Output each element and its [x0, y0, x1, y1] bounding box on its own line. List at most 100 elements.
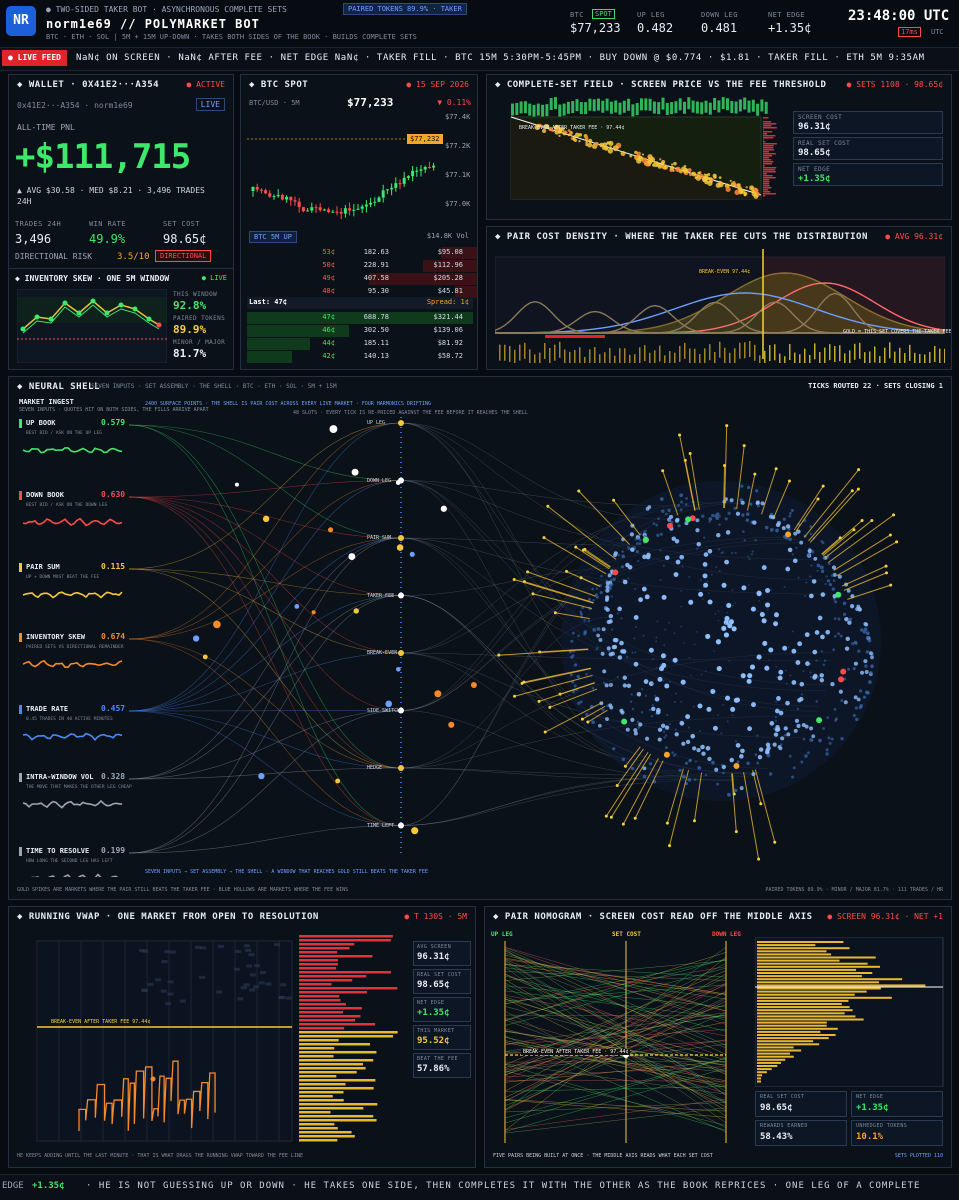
surface-point	[720, 551, 723, 555]
hist-bar	[299, 1063, 363, 1066]
skew-stat-value: 89.9%	[173, 323, 207, 336]
hist-bar	[299, 951, 338, 954]
surface-point	[784, 669, 787, 672]
grid-cell	[164, 950, 171, 954]
link	[128, 496, 402, 596]
spike-tip	[537, 699, 541, 703]
surface-point	[765, 750, 770, 754]
input-marker	[19, 705, 22, 714]
set-dot	[743, 194, 747, 197]
surface-point	[826, 579, 831, 583]
input-note: BEST BID / ASK ON THE DOWN LEG	[26, 503, 108, 508]
surface-point	[804, 594, 807, 597]
surface-point	[680, 605, 683, 608]
input-value: 0.199	[101, 846, 126, 855]
surface-point	[705, 745, 711, 751]
top-bar	[566, 101, 570, 114]
surface-point	[798, 696, 804, 702]
link-out	[400, 776, 693, 826]
link	[128, 710, 402, 826]
surface-point	[698, 591, 704, 597]
spike	[731, 773, 735, 795]
surface-point	[679, 493, 684, 498]
surface-point	[811, 734, 816, 739]
surface-point	[812, 649, 818, 655]
pair-line	[504, 1099, 727, 1118]
bid-depth	[247, 338, 311, 350]
set-dot	[634, 150, 638, 155]
spike-tip	[583, 547, 587, 551]
ask-cell: 228.91	[363, 261, 389, 269]
ask-cell: 407.58	[363, 274, 389, 282]
hist-bar	[299, 967, 337, 970]
tick-bar	[569, 351, 571, 363]
pulse	[192, 635, 200, 642]
surface-point	[664, 512, 668, 516]
graphic	[495, 249, 945, 363]
skew-dot	[34, 314, 40, 320]
surface-point	[725, 530, 731, 535]
surface-point	[573, 684, 577, 688]
pair-line	[504, 985, 727, 1008]
surface-point	[799, 540, 804, 545]
tick-bar	[944, 348, 945, 363]
surface-point	[760, 501, 765, 506]
surface-point	[743, 539, 747, 542]
side-bar	[763, 141, 766, 143]
pair-line	[504, 946, 727, 1012]
link	[128, 710, 402, 769]
node	[398, 765, 404, 771]
clock: 23:48:00 UTC	[848, 8, 950, 24]
center-note: 2400 SURFACE POINTS · THE SHELL IS PAIR …	[145, 401, 431, 407]
hist-bar	[299, 995, 340, 998]
top-bar	[622, 100, 626, 113]
metric-label: WIN RATE	[89, 220, 126, 228]
surface-point	[714, 612, 717, 615]
set-dot	[641, 153, 645, 156]
input-sparkline	[22, 659, 123, 669]
pulse	[440, 505, 447, 512]
surface-point	[704, 670, 707, 672]
field-note: BREAK-EVEN AFTER TAKER FEE · 97.44¢	[519, 125, 625, 131]
surface-point	[735, 743, 741, 748]
surface-point	[667, 508, 671, 513]
hist-bar	[757, 996, 892, 999]
hist-bar	[757, 1021, 827, 1024]
grid-cell	[258, 981, 265, 985]
hist-bar	[299, 1079, 376, 1082]
surface-point	[596, 633, 601, 638]
surface-point	[852, 667, 856, 671]
skew-stat-value: 81.7%	[173, 347, 207, 360]
set-dot	[712, 173, 717, 178]
surface-point	[677, 524, 681, 528]
spike-tip	[586, 720, 590, 724]
surface-point	[585, 712, 589, 717]
side-bar	[763, 189, 768, 191]
surface-point	[766, 745, 771, 751]
pair-line	[504, 998, 727, 1061]
surface-point	[660, 653, 666, 659]
pulse	[434, 690, 442, 698]
tick-bar	[744, 342, 746, 359]
side-bar	[763, 157, 770, 159]
pulse	[353, 608, 359, 614]
link	[128, 422, 402, 570]
top-bar	[644, 98, 648, 111]
set-dot	[604, 146, 609, 151]
side-bar	[763, 169, 776, 171]
surface-point	[570, 655, 574, 659]
stat-label: UP LEG	[637, 11, 665, 19]
spike-tip	[661, 469, 665, 473]
side-bar	[763, 181, 770, 183]
set-dot	[687, 168, 692, 173]
surface-point	[745, 518, 750, 522]
hist-bar	[757, 1058, 786, 1061]
surface-point	[642, 766, 647, 771]
surface-point	[820, 634, 825, 640]
stat-box: NET EDGE +1.35¢	[851, 1091, 943, 1117]
set-dot	[608, 140, 614, 146]
spike	[580, 577, 601, 587]
surface-point	[644, 594, 650, 600]
spike	[583, 549, 611, 568]
candle	[301, 207, 305, 212]
